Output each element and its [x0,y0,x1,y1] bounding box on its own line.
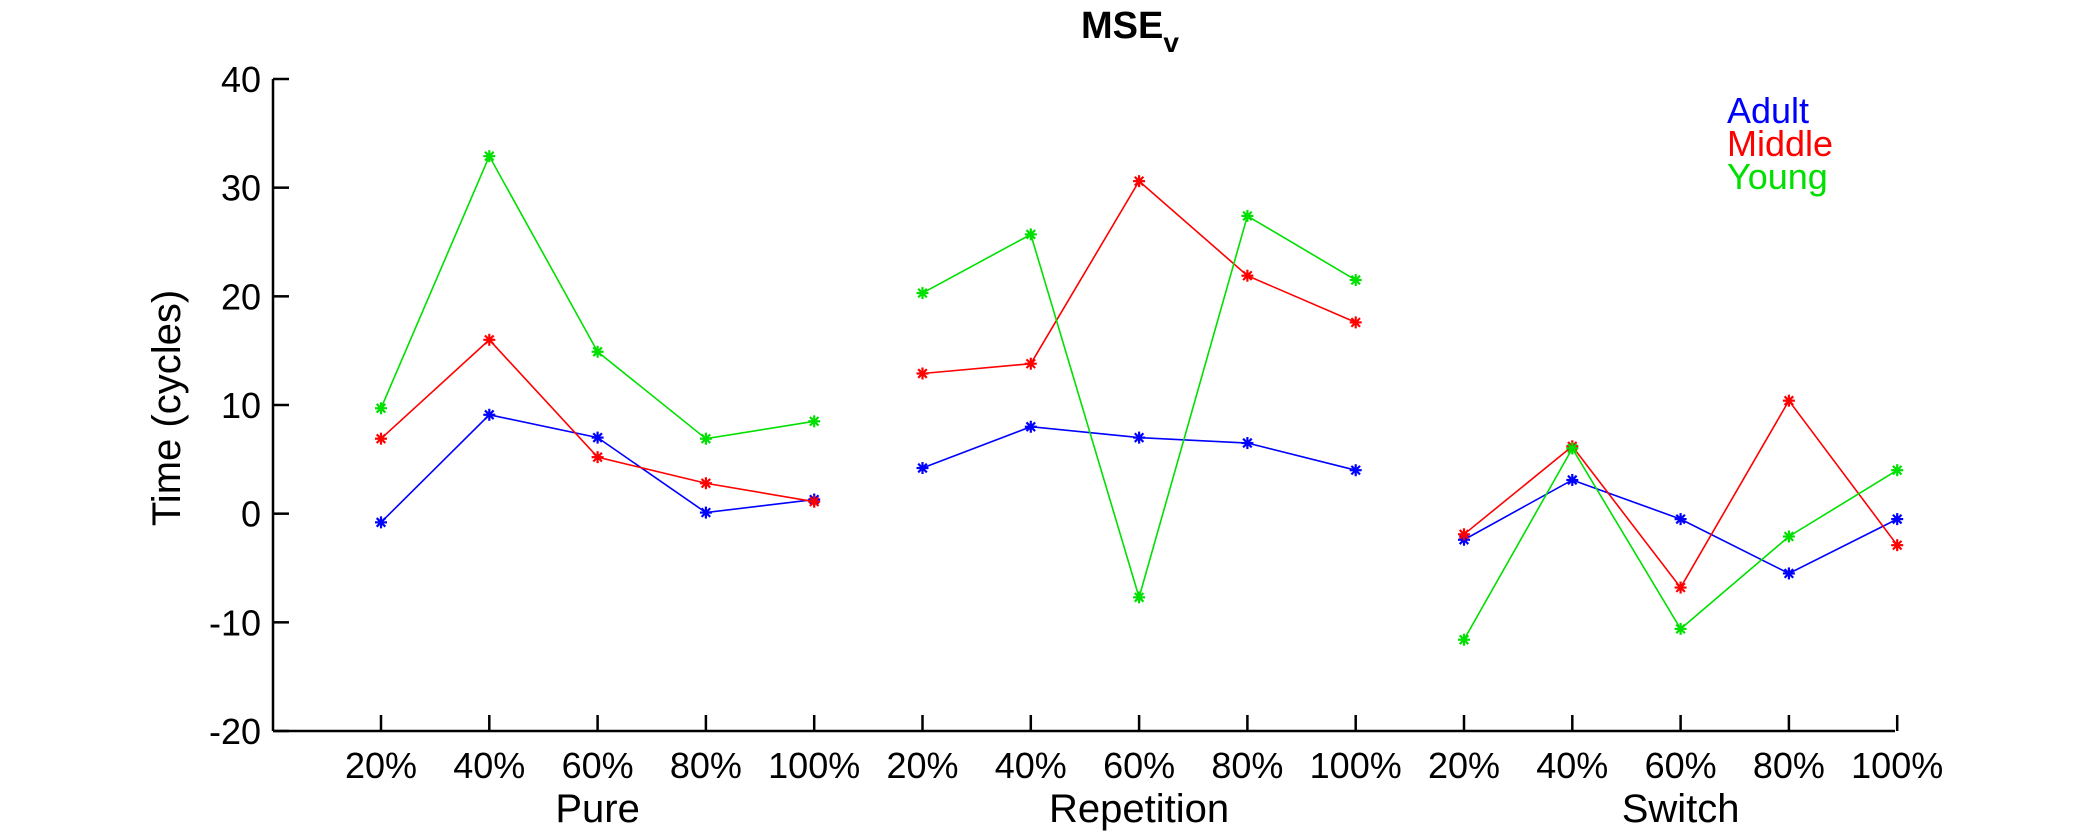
data-point-adult [591,431,604,444]
x-tick-label: 60% [1645,745,1717,786]
group-label-pure: Pure [555,787,640,831]
x-tick-label: 20% [1428,745,1500,786]
x-tick-label: 40% [995,745,1067,786]
data-point-young [808,415,821,428]
data-point-adult [1566,473,1579,486]
x-tick-label: 80% [670,745,742,786]
y-axis-label: Time (cycles) [145,290,189,526]
y-tick-label: -20 [209,711,261,752]
data-point-young [375,402,387,415]
data-point-middle [1241,269,1254,282]
x-tick-label: 20% [345,745,417,786]
data-point-young [1349,274,1362,287]
y-tick-label: 30 [221,168,261,209]
y-tick-label: 10 [221,385,261,426]
data-point-adult [1241,437,1254,450]
data-point-middle [916,367,929,380]
data-point-young [591,345,604,358]
x-tick-label: 40% [1536,745,1608,786]
data-point-adult [375,516,387,529]
data-point-young [1458,633,1470,646]
data-point-young [1674,622,1687,635]
legend-entry-middle: Middle [1727,123,1833,164]
data-point-young [699,432,712,445]
legend-entry-adult: Adult [1727,90,1809,131]
data-point-middle [1891,539,1904,552]
x-tick-label: 20% [886,745,958,786]
series-line-middle [1463,399,1898,589]
data-point-young [1133,591,1146,604]
data-point-middle [1024,357,1037,370]
data-point-adult [1024,420,1037,433]
data-point-young [1024,228,1037,241]
data-point-adult [1349,464,1362,477]
data-point-young [1566,442,1579,455]
data-point-young [1782,530,1795,543]
data-point-middle [699,477,712,490]
x-tick-label: 80% [1753,745,1825,786]
data-point-young [1891,464,1904,477]
data-point-adult [483,408,496,421]
data-point-young [1241,209,1254,222]
data-point-adult [1674,513,1687,526]
y-tick-label: 40 [221,59,261,100]
axes [271,79,1895,733]
legend-entry-young: Young [1727,156,1828,197]
data-point-adult [1891,513,1904,526]
data-point-middle [1674,581,1687,594]
series-line-middle [380,338,815,503]
series-line-young [1463,446,1898,641]
data-point-adult [1782,567,1795,580]
y-tick-label: 0 [241,494,261,535]
series-line-young [922,214,1357,601]
data-point-middle [1458,528,1470,541]
data-point-adult [1133,431,1146,444]
x-tick-label: 40% [453,745,525,786]
x-tick-label: 100% [1851,745,1943,786]
group-label-switch: Switch [1622,787,1740,831]
data-point-middle [591,451,604,464]
chart-title-main: MSE [1081,5,1163,47]
data-point-middle [375,432,387,445]
y-tick-label: 20 [221,276,261,317]
data-point-middle [483,333,496,346]
x-tick-label: 80% [1211,745,1283,786]
series-line-young [380,154,815,440]
series-line-adult [1463,479,1898,575]
data-point-middle [1782,394,1795,407]
chart-title: MSEv [1081,5,1179,58]
group-label-repetition: Repetition [1049,787,1229,831]
data-point-middle [1133,175,1146,188]
data-point-middle [1349,316,1362,329]
x-tick-label: 60% [1103,745,1175,786]
ticks: -20 -10 0 10 20 30 40 20% 40% 60% 80% 100% Pure 20% 40… [209,59,1943,831]
x-tick-label: 100% [768,745,860,786]
x-tick-label: 100% [1310,745,1402,786]
y-tick-label: -10 [209,602,261,643]
x-tick-label: 60% [562,745,634,786]
data-point-adult [699,506,712,519]
series-line-middle [922,179,1357,375]
data-point-young [916,287,929,300]
data-point-adult [916,462,929,475]
series-layer [375,150,1904,646]
data-point-young [483,150,496,163]
series-line-adult [380,413,815,523]
data-point-middle [808,495,821,508]
chart-title-subscript: v [1163,27,1179,58]
